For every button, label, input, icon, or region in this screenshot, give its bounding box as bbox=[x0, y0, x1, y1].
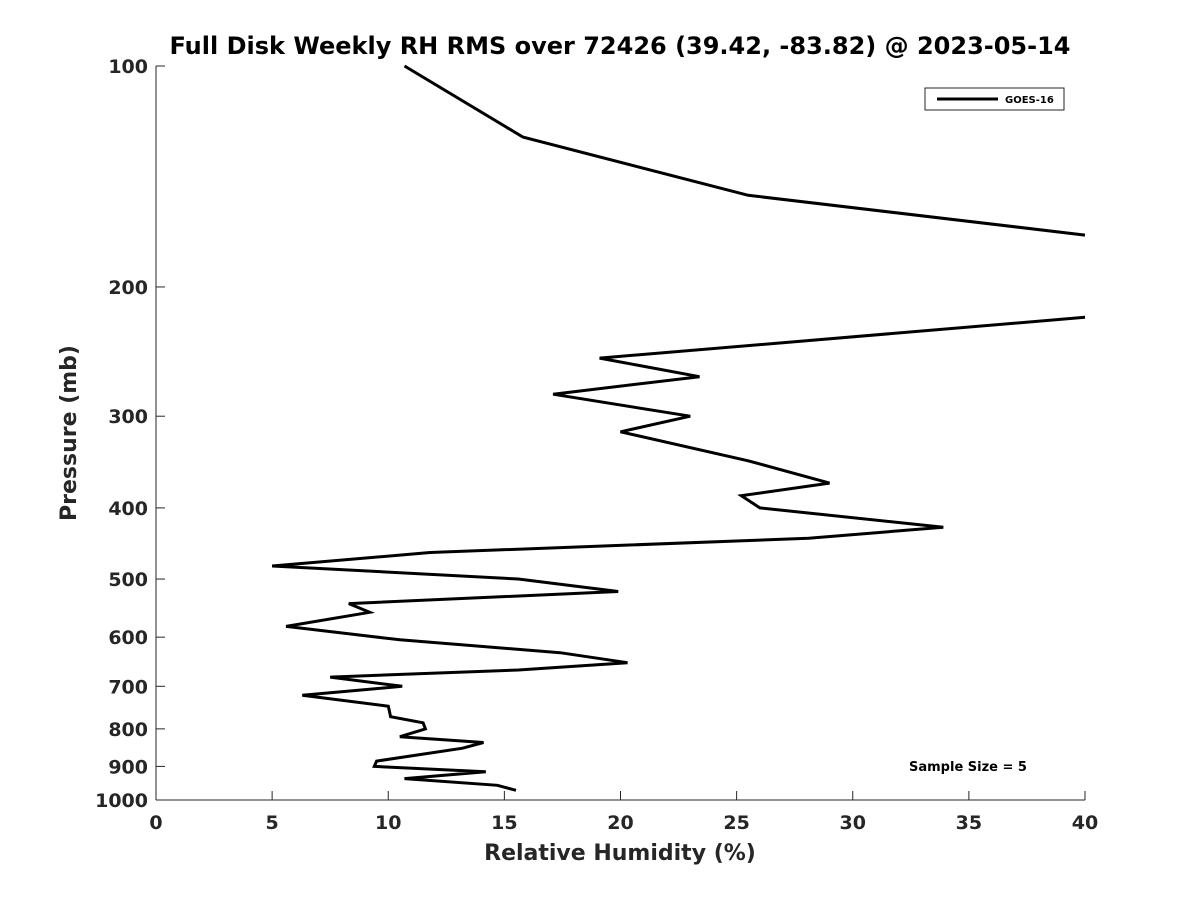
chart-title: Full Disk Weekly RH RMS over 72426 (39.4… bbox=[169, 32, 1070, 60]
y-tick-label: 200 bbox=[108, 277, 148, 299]
x-tick-label: 20 bbox=[607, 812, 633, 834]
x-tick-label: 40 bbox=[1072, 812, 1098, 834]
x-axis-label: Relative Humidity (%) bbox=[484, 841, 756, 866]
x-tick-label: 25 bbox=[723, 812, 749, 834]
series-line-goes-16 bbox=[271, 64, 1086, 792]
y-axis-label: Pressure (mb) bbox=[57, 345, 82, 521]
x-tick-label: 10 bbox=[375, 812, 401, 834]
y-tick-label: 800 bbox=[108, 719, 148, 741]
y-tick-label: 900 bbox=[108, 756, 148, 778]
x-tick-label: 35 bbox=[956, 812, 982, 834]
x-tick-label: 15 bbox=[491, 812, 517, 834]
x-ticks: 0 5 10 15 20 25 30 35 40 bbox=[149, 791, 1098, 834]
y-tick-label: 500 bbox=[108, 569, 148, 591]
y-tick-label: 100 bbox=[108, 56, 148, 78]
legend: GOES-16 bbox=[924, 87, 1065, 111]
y-tick-label: 400 bbox=[108, 498, 148, 520]
y-tick-label: 1000 bbox=[95, 790, 148, 812]
y-tick-label: 700 bbox=[108, 676, 148, 698]
y-tick-label: 600 bbox=[108, 627, 148, 649]
x-tick-label: 0 bbox=[149, 812, 162, 834]
x-tick-label: 30 bbox=[840, 812, 866, 834]
series-layer bbox=[271, 64, 1086, 792]
y-tick-label: 300 bbox=[108, 406, 148, 428]
sample-size-annotation: Sample Size = 5 bbox=[909, 760, 1027, 775]
x-tick-label: 5 bbox=[266, 812, 279, 834]
y-ticks: 100 200 300 400 500 600 700 800 900 1000 bbox=[95, 56, 165, 812]
legend-label-goes-16: GOES-16 bbox=[1005, 95, 1054, 106]
